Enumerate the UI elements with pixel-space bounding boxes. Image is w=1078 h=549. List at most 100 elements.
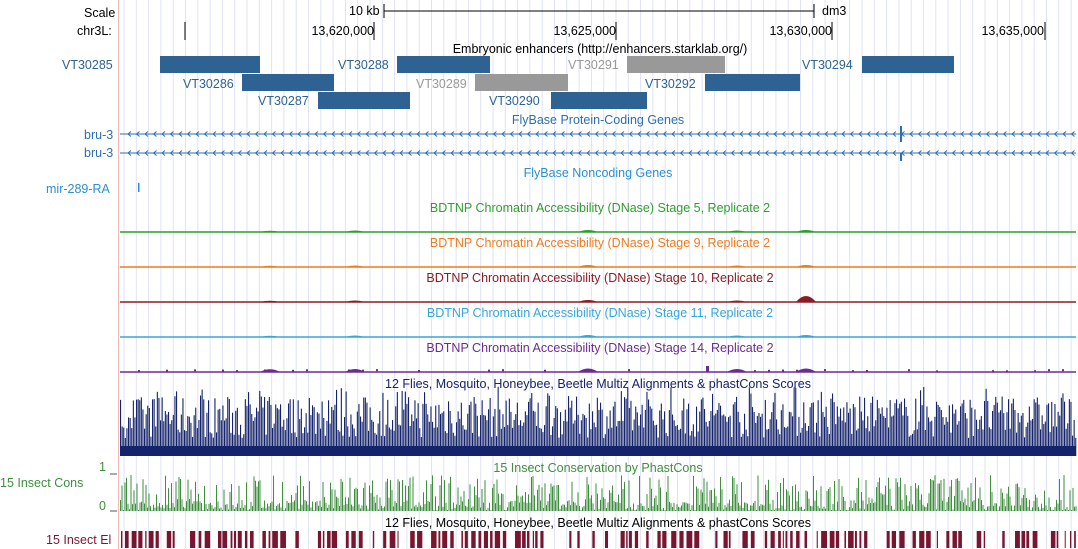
cons-bar (759, 506, 760, 511)
enhancer-label[interactable]: VT30290 (489, 94, 540, 108)
multiz-bar (918, 421, 920, 456)
cons-bar (211, 505, 213, 511)
multiz-bar (977, 429, 979, 456)
multiz-bar (668, 410, 670, 456)
element-block (926, 531, 931, 548)
gene-label[interactable]: bru-3 (84, 128, 114, 142)
enhancer-label[interactable]: VT30285 (62, 58, 113, 72)
element-block (372, 531, 375, 548)
enhancer-label[interactable]: VT30294 (802, 58, 853, 72)
insect-cons-label[interactable]: 15 Insect Cons (0, 476, 84, 490)
enhancer-label[interactable]: VT30291 (568, 58, 619, 72)
multiz-bar (163, 421, 165, 456)
strand-chevron (433, 150, 438, 156)
multiz-bar (249, 404, 251, 456)
enhancer-label[interactable]: VT30287 (258, 94, 309, 108)
multiz-bar (137, 399, 139, 456)
gene-label[interactable]: bru-3 (84, 146, 114, 160)
cons-bar (178, 476, 180, 511)
strand-chevron (314, 131, 319, 137)
cons-bar (360, 508, 361, 511)
cons-bar (252, 506, 253, 511)
cons-bar (768, 479, 769, 511)
multiz-bar (310, 414, 312, 456)
multiz-bar (1012, 398, 1014, 456)
cons-bar (400, 506, 402, 511)
multiz-bar (705, 421, 707, 456)
cons-bar (990, 475, 991, 511)
cons-bar (705, 503, 706, 511)
multiz-bar (1000, 410, 1002, 456)
cons-bar (885, 485, 886, 511)
element-block (358, 531, 363, 548)
element-block (816, 531, 818, 548)
cons-bar (757, 475, 759, 511)
cons-bar (727, 503, 729, 511)
element-block (859, 531, 862, 548)
enhancer-label[interactable]: VT30286 (183, 77, 234, 91)
multiz-bar (734, 401, 736, 456)
cons-bar (349, 477, 351, 511)
strand-chevron (849, 150, 854, 156)
gene-label[interactable]: mir-289-RA (46, 182, 110, 196)
cons-bar (249, 509, 250, 511)
element-block (431, 531, 437, 548)
multiz-bar (985, 388, 987, 456)
cons-bar (189, 499, 190, 511)
cons-bar (166, 504, 168, 511)
strand-chevron (722, 131, 727, 137)
cons-bar (226, 504, 228, 511)
insect-el-label[interactable]: 15 Insect El (46, 533, 112, 547)
enhancer-label[interactable]: VT30288 (338, 58, 389, 72)
cons-bar (516, 485, 517, 511)
cons-bar (1032, 507, 1033, 511)
cons-bar (780, 482, 781, 511)
multiz-bar (531, 393, 533, 456)
multiz-bar (1011, 403, 1013, 456)
multiz-bar (488, 409, 490, 456)
multiz-bar (934, 416, 936, 456)
track-title-dnase: BDTNP Chromatin Accessibility (DNase) St… (426, 271, 774, 285)
strand-chevron (560, 150, 565, 156)
element-block (155, 531, 159, 548)
cons-bar (1075, 506, 1077, 511)
strand-chevron (484, 131, 489, 137)
cons-bar (234, 508, 235, 511)
multiz-bar (870, 402, 872, 456)
multiz-bar (760, 416, 762, 456)
cons-bar (969, 507, 970, 511)
cons-bar (973, 500, 975, 511)
multiz-bar (252, 420, 254, 456)
multiz-bar (624, 397, 626, 456)
multiz-bar (632, 430, 634, 456)
cons-bar (156, 494, 157, 511)
cons-bar (832, 503, 834, 511)
cons-bar (486, 509, 487, 511)
multiz-bar (742, 433, 744, 456)
enhancer-label[interactable]: VT30289 (416, 77, 467, 91)
cons-bar (339, 505, 340, 511)
multiz-bar (352, 424, 354, 456)
multiz-bar (305, 413, 307, 456)
multiz-bar (449, 410, 451, 456)
enhancer-label[interactable]: VT30292 (645, 77, 696, 91)
cons-bar (228, 509, 229, 511)
strand-chevron (645, 150, 650, 156)
multiz-bar (164, 410, 166, 456)
multiz-bar (697, 431, 699, 456)
strand-chevron (773, 150, 778, 156)
cons-bar (703, 478, 705, 511)
multiz-bar (672, 414, 674, 456)
strand-chevron (433, 131, 438, 137)
multiz-bar (699, 411, 701, 456)
strand-chevron (390, 150, 395, 156)
cons-bar (825, 508, 826, 511)
cons-bar (502, 494, 504, 511)
cons-bar (864, 509, 865, 511)
multiz-bar (928, 417, 930, 456)
cons-bar (628, 480, 630, 511)
multiz-bar (144, 428, 146, 456)
cons-bar (439, 485, 441, 511)
